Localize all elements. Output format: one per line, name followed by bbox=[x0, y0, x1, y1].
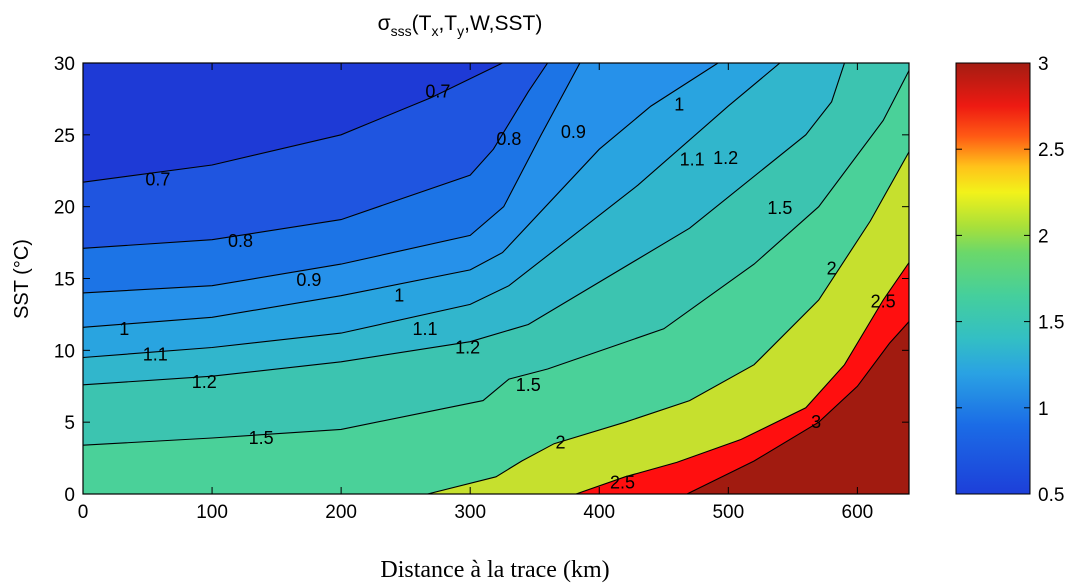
contour-line-3 bbox=[686, 320, 909, 494]
contour-label-0.7-1: 0.7 bbox=[425, 82, 450, 102]
contour-label-1.2-2: 1.2 bbox=[713, 148, 738, 168]
contour-label-0.7-0: 0.7 bbox=[145, 169, 170, 189]
contour-label-1-0: 1 bbox=[119, 319, 129, 339]
title-sub-x: x bbox=[431, 23, 438, 39]
contour-label-2.5-0: 2.5 bbox=[610, 473, 635, 493]
fill-region-2 bbox=[427, 151, 909, 494]
colorbar-tick-label: 3 bbox=[1038, 54, 1049, 75]
contour-line-1.1 bbox=[83, 63, 781, 359]
contour-line-1 bbox=[83, 63, 719, 328]
contour-line-1.5 bbox=[83, 69, 909, 446]
colorbar-tick-label: 2.5 bbox=[1038, 140, 1064, 161]
colorbar-tick-label: 2 bbox=[1038, 226, 1049, 247]
contour-line-1.2 bbox=[83, 63, 846, 386]
colorbar-tick-label: 1 bbox=[1038, 399, 1049, 420]
title-sub-y: y bbox=[457, 23, 464, 39]
x-tick-label: 400 bbox=[583, 502, 615, 523]
x-axis-ticks: 0 100 200 300 400 500 600 bbox=[78, 63, 874, 523]
x-axis-label: Distance à la trace (km) bbox=[380, 557, 609, 583]
chart-title: σsss(Tx,Ty,W,SST) bbox=[378, 12, 543, 39]
contour-label-2.5-1: 2.5 bbox=[871, 292, 896, 312]
x-tick-label: 100 bbox=[196, 502, 228, 523]
fill-region-1.5 bbox=[83, 70, 909, 494]
x-tick-label: 600 bbox=[842, 502, 874, 523]
y-tick-label: 0 bbox=[64, 485, 75, 506]
x-tick-label: 300 bbox=[454, 502, 486, 523]
contour-line-0.9 bbox=[83, 63, 581, 294]
contour-line-0.8 bbox=[83, 63, 549, 249]
contour-line-2 bbox=[427, 150, 909, 494]
y-tick-label: 30 bbox=[54, 54, 75, 75]
contour-label-1.2-0: 1.2 bbox=[192, 372, 217, 392]
contour-labels: 0.7 0.7 0.8 0.8 0.9 0.9 1 1 1 1.1 1.1 1.1 1.2 1.2 1.2 1… bbox=[119, 82, 895, 493]
title-part-ty: ,T bbox=[438, 12, 457, 35]
fill-region-3 bbox=[687, 321, 909, 494]
y-axis-label: SST (°C) bbox=[11, 239, 33, 319]
contour-lines bbox=[83, 63, 909, 494]
contour-label-1-1: 1 bbox=[394, 286, 404, 306]
contour-label-1.5-0: 1.5 bbox=[249, 428, 274, 448]
y-tick-label: 10 bbox=[54, 341, 75, 362]
y-tick-label: 20 bbox=[54, 198, 75, 219]
y-tick-label: 25 bbox=[54, 126, 75, 147]
contour-label-1.5-2: 1.5 bbox=[767, 198, 792, 218]
x-tick-label: 200 bbox=[325, 502, 357, 523]
colorbar bbox=[955, 62, 1031, 495]
contour-label-1.1-1: 1.1 bbox=[412, 319, 437, 339]
contour-label-0.8-1: 0.8 bbox=[496, 129, 521, 149]
y-axis-ticks: 0 5 10 15 20 25 30 bbox=[54, 54, 909, 506]
colorbar-tick-label: 1.5 bbox=[1038, 313, 1064, 334]
title-part-tx: (T bbox=[412, 12, 432, 35]
colorbar-tick-label: 0.5 bbox=[1038, 485, 1064, 506]
title-sigma: σ bbox=[378, 12, 391, 35]
contour-label-0.9-1: 0.9 bbox=[561, 122, 586, 142]
contour-label-2-0: 2 bbox=[555, 432, 565, 452]
x-tick-label: 0 bbox=[78, 502, 89, 523]
contour-label-3-0: 3 bbox=[811, 412, 821, 432]
contour-label-2-1: 2 bbox=[827, 258, 837, 278]
contour-label-1.1-0: 1.1 bbox=[143, 345, 168, 365]
y-tick-label: 15 bbox=[54, 270, 75, 291]
x-tick-label: 500 bbox=[712, 502, 744, 523]
title-part-rest: ,W,SST) bbox=[464, 12, 542, 35]
contour-fills bbox=[83, 63, 909, 494]
contour-label-1.1-2: 1.1 bbox=[680, 149, 705, 169]
title-sub-sss: sss bbox=[391, 23, 412, 39]
contour-line-2.5 bbox=[575, 261, 909, 494]
contour-label-0.8-0: 0.8 bbox=[228, 231, 253, 251]
contour-line-0.7 bbox=[83, 63, 503, 183]
contour-label-0.9-0: 0.9 bbox=[296, 270, 321, 290]
y-tick-label: 5 bbox=[64, 413, 75, 434]
colorbar-ticks: 0.5 1 1.5 2 2.5 3 bbox=[956, 54, 1064, 506]
contour-label-1.5-1: 1.5 bbox=[516, 375, 541, 395]
contour-label-1.2-1: 1.2 bbox=[455, 338, 480, 358]
contour-label-1-2: 1 bbox=[674, 95, 684, 115]
